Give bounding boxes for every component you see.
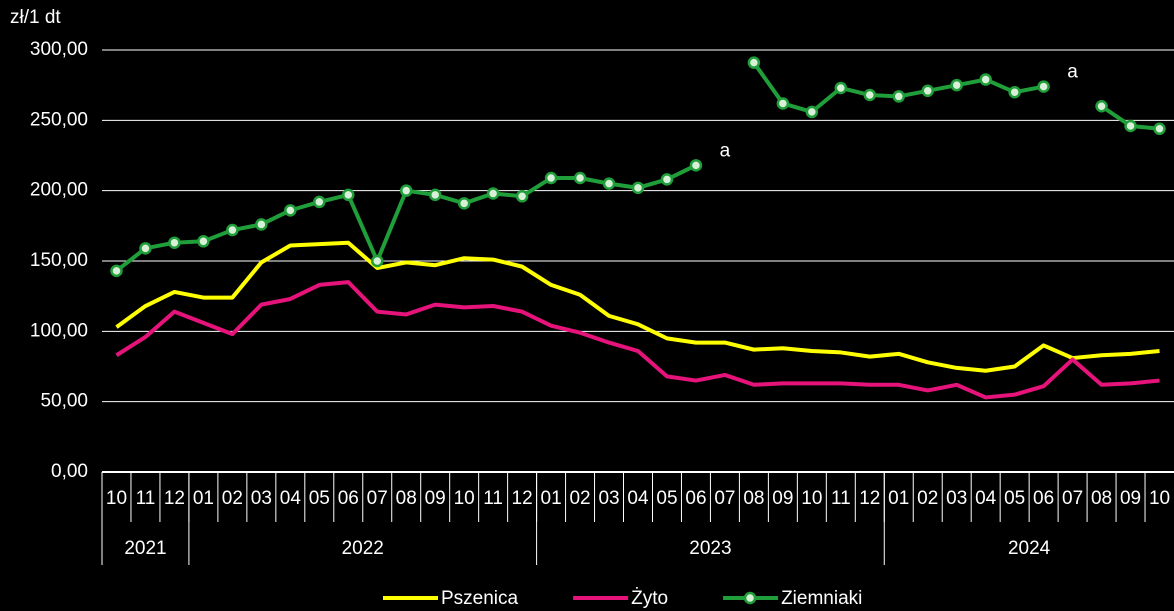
x-tick-label: 08 (1091, 488, 1112, 509)
x-tick-label: 12 (164, 488, 185, 509)
y-tick-label: 150,00 (30, 250, 88, 271)
x-tick-label: 11 (483, 488, 503, 509)
x-tick-label: 11 (831, 488, 851, 509)
y-axis-label: zł/1 dt (10, 7, 61, 28)
point-marker (1153, 122, 1166, 136)
x-tick-label: 06 (685, 488, 706, 509)
point-marker (197, 235, 210, 248)
x-tick-label: 02 (917, 488, 938, 509)
x-tick-label: 10 (801, 488, 822, 509)
point-marker (1124, 119, 1137, 133)
x-tick-label: 01 (888, 488, 909, 509)
x-tick-label: 03 (946, 488, 967, 509)
x-tick-label: 08 (396, 488, 417, 509)
x-tick-label: 10 (454, 488, 475, 509)
point-marker (921, 84, 934, 98)
x-tick-label: 12 (512, 488, 533, 509)
point-marker (168, 236, 181, 249)
point-marker (747, 56, 761, 69)
x-tick-label: 02 (569, 488, 590, 509)
series-line (115, 280, 1160, 400)
point-marker (892, 90, 906, 103)
point-marker (457, 197, 471, 210)
legend-label: Pszenica (441, 588, 519, 609)
point-marker (486, 187, 500, 200)
point-marker (342, 188, 355, 202)
point-marker (660, 173, 674, 186)
point-marker (370, 254, 384, 268)
point-marker (573, 171, 587, 185)
point-marker (399, 184, 413, 197)
point-marker (284, 204, 297, 217)
x-tick-label: 05 (656, 488, 677, 509)
x-tick-label: 04 (280, 488, 302, 509)
point-marker (428, 188, 442, 202)
value-label: a (720, 140, 731, 161)
point-marker (1037, 80, 1050, 93)
point-marker (515, 190, 529, 203)
x-tick-label: 07 (367, 488, 388, 509)
x-tick-label: 01 (541, 488, 562, 509)
point-marker (544, 171, 558, 185)
x-tick-label: 10 (1149, 488, 1170, 509)
point-marker (805, 105, 819, 119)
y-tick-label: 100,00 (30, 320, 88, 341)
point-marker (863, 88, 877, 102)
x-tick-label: 08 (743, 488, 764, 509)
point-marker (255, 218, 268, 231)
x-tick-label: 09 (772, 488, 793, 509)
x-tick-label: 09 (1120, 488, 1141, 509)
x-tick-label: 02 (222, 488, 243, 509)
x-tick-label: 03 (251, 488, 272, 509)
point-marker (110, 264, 123, 278)
x-tick-label: 12 (859, 488, 880, 509)
value-label: a (1067, 62, 1078, 83)
x-tick-label: 04 (627, 488, 649, 509)
year-label: 2024 (1008, 538, 1051, 559)
point-marker (139, 242, 152, 255)
x-tick-label: 07 (1062, 488, 1083, 509)
point-marker (834, 81, 848, 95)
point-marker (631, 181, 645, 195)
x-tick-label: 07 (714, 488, 735, 509)
y-tick-label: 0,00 (51, 461, 88, 482)
x-tick-label: 06 (1033, 488, 1054, 509)
point-marker (776, 97, 790, 110)
x-tick-label: 05 (309, 488, 330, 509)
point-marker (689, 159, 703, 172)
year-label: 2022 (342, 538, 384, 559)
legend-marker (743, 591, 757, 605)
x-tick-label: 03 (598, 488, 619, 509)
y-tick-label: 250,00 (30, 109, 88, 130)
x-tick-label: 10 (106, 488, 127, 509)
x-tick-label: 01 (193, 488, 214, 509)
point-marker (1095, 100, 1108, 113)
x-tick-label: 09 (425, 488, 446, 509)
point-marker (979, 73, 992, 86)
legend-label: Żyto (631, 588, 668, 609)
point-marker (226, 223, 239, 237)
point-marker (602, 177, 616, 190)
y-tick-label: 50,00 (40, 391, 88, 412)
point-marker (1008, 85, 1021, 99)
x-tick-label: 06 (338, 488, 359, 509)
year-label: 2023 (689, 538, 731, 559)
series-line (115, 240, 1160, 373)
point-marker (950, 78, 963, 92)
y-tick-label: 200,00 (30, 180, 88, 201)
x-tick-label: 05 (1004, 488, 1025, 509)
legend-label: Ziemniaki (781, 588, 862, 609)
point-marker (313, 195, 326, 209)
x-tick-label: 04 (975, 488, 997, 509)
year-label: 2021 (124, 538, 166, 559)
y-tick-label: 300,00 (30, 39, 88, 60)
x-tick-label: 11 (136, 488, 156, 509)
series-line (115, 61, 1160, 273)
